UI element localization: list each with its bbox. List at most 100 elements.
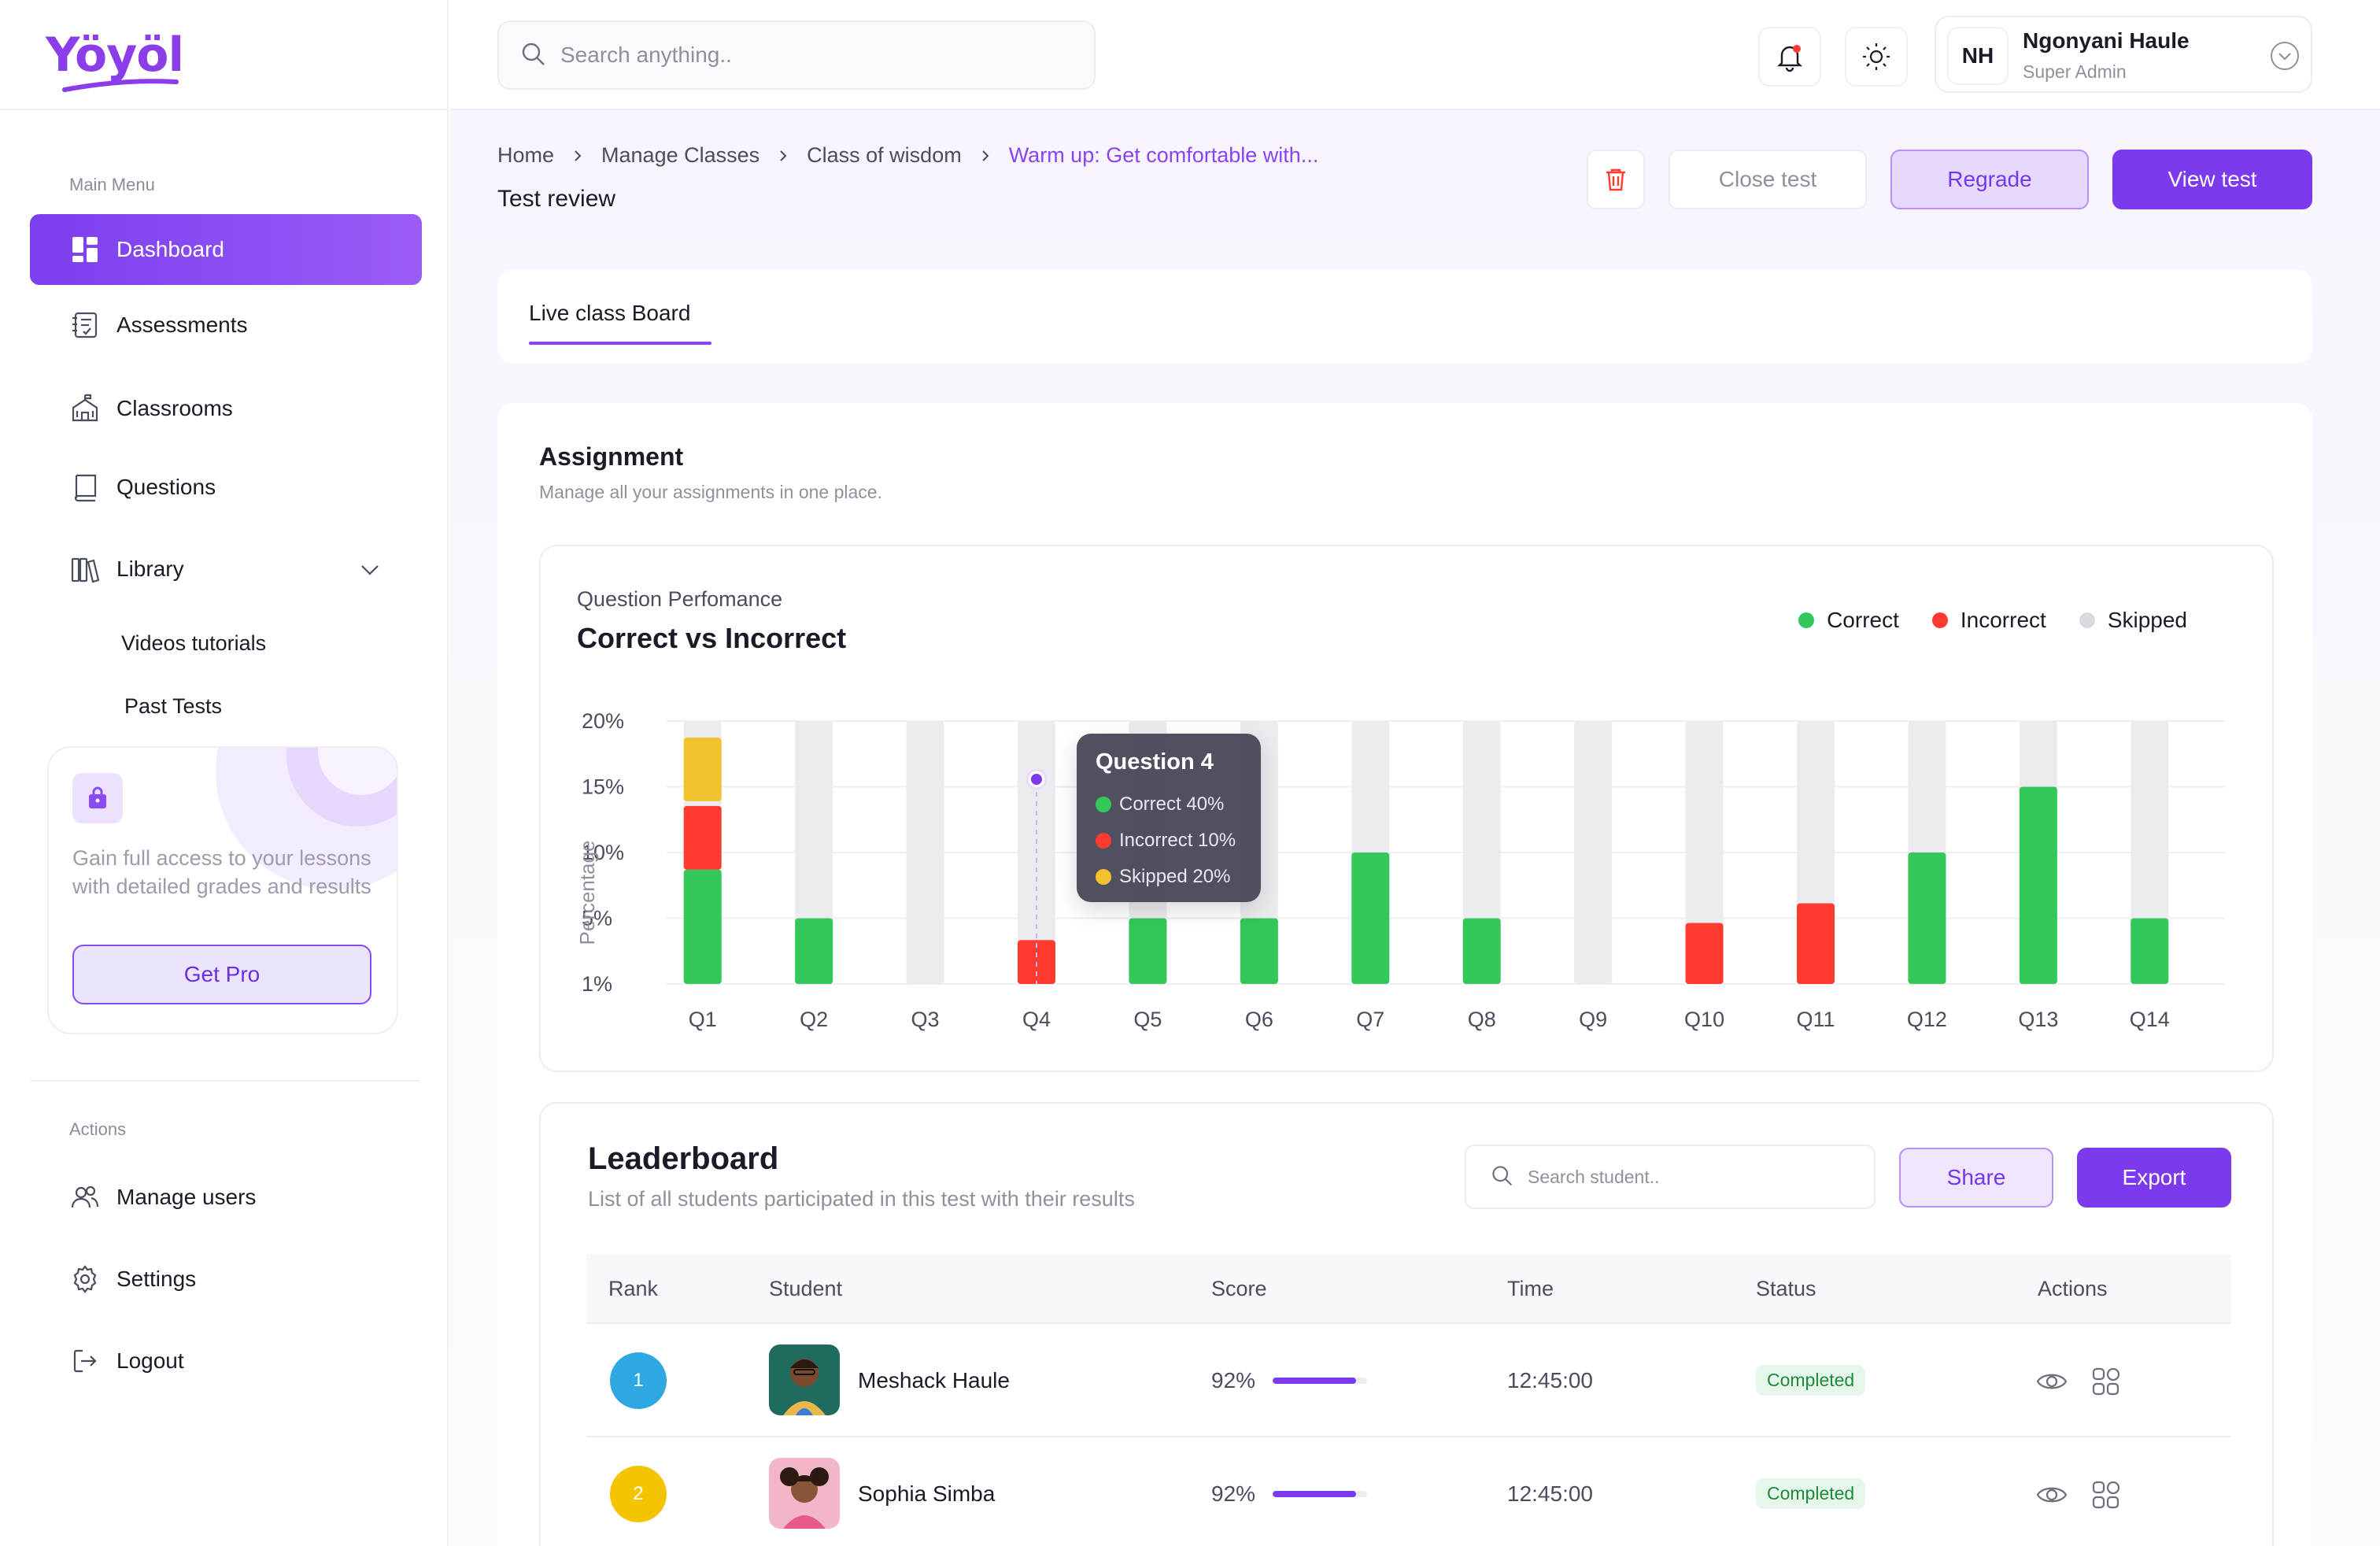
column-header: Score	[1211, 1277, 1267, 1300]
column-header: Student	[769, 1277, 843, 1300]
avatar	[769, 1458, 840, 1529]
sidebar-subitem-videos[interactable]: Videos tutorials	[121, 631, 267, 655]
breadcrumb-class[interactable]: Class of wisdom	[807, 143, 962, 167]
table-row[interactable]: 2 Sophia Simba 92% 12:45:00 Completed	[586, 1437, 2231, 1546]
apps-icon[interactable]	[2091, 1367, 2121, 1400]
breadcrumb-home[interactable]: Home	[497, 143, 555, 167]
user-menu[interactable]: NH Ngonyani Haule Super Admin	[1935, 16, 2312, 93]
questions-icon	[69, 472, 101, 503]
sidebar-item-logout[interactable]: Logout	[30, 1326, 422, 1396]
x-tick-label: Q7	[1356, 1008, 1384, 1031]
dashboard-icon	[69, 234, 101, 265]
bar-correct	[1908, 853, 1946, 984]
get-pro-button[interactable]: Get Pro	[72, 945, 371, 1004]
export-button[interactable]: Export	[2077, 1148, 2231, 1208]
bar-correct	[1351, 853, 1390, 984]
breadcrumb-current: Warm up: Get comfortable with...	[1008, 143, 1319, 167]
library-icon	[69, 553, 101, 585]
column-header: Status	[1756, 1277, 1816, 1300]
sidebar-item-assessments[interactable]: Assessments	[30, 290, 422, 361]
x-tick-label: Q6	[1245, 1008, 1273, 1031]
apps-icon[interactable]	[2091, 1480, 2121, 1514]
status-badge: Completed	[1756, 1478, 1866, 1509]
score-value: 92%	[1211, 1368, 1256, 1393]
score-progress-fill	[1273, 1378, 1356, 1384]
x-tick-label: Q2	[800, 1008, 828, 1031]
classrooms-icon	[69, 393, 101, 424]
eye-icon[interactable]	[2036, 1481, 2068, 1512]
users-icon	[69, 1182, 101, 1213]
legend-dot	[1798, 612, 1815, 628]
avatar: NH	[1947, 27, 2009, 85]
time-value: 12:45:00	[1507, 1481, 1593, 1506]
bar-correct	[795, 918, 833, 984]
tab-bar: Live class Board	[497, 269, 2312, 364]
avatar	[769, 1344, 840, 1415]
search-input[interactable]	[560, 43, 1064, 68]
x-tick-label: Q12	[1907, 1008, 1947, 1031]
legend-incorrect[interactable]: Incorrect	[1931, 608, 2046, 633]
breadcrumb: Home Manage Classes Class of wisdom Warm…	[497, 143, 1318, 168]
sidebar-item-manage-users[interactable]: Manage users	[30, 1162, 422, 1233]
y-tick-label: 5%	[582, 907, 612, 930]
sidebar-subitem-past-tests[interactable]: Past Tests	[124, 694, 223, 718]
breadcrumb-manage-classes[interactable]: Manage Classes	[601, 143, 760, 167]
tooltip-title: Question 4	[1096, 749, 1214, 775]
delete-button[interactable]	[1587, 150, 1645, 209]
actions-label: Actions	[69, 1119, 127, 1139]
bar-incorrect	[1685, 923, 1724, 984]
legend-label: Skipped	[2107, 608, 2187, 632]
x-tick-label: Q1	[689, 1008, 717, 1031]
student-search[interactable]	[1465, 1145, 1876, 1209]
eye-icon[interactable]	[2036, 1368, 2068, 1399]
bar-track	[1574, 721, 1613, 984]
table-row[interactable]: 1 Meshack Haule 92% 12:45:00 Completed	[586, 1324, 2231, 1437]
table-header: Rank Student Score Time Status Actions	[586, 1255, 2231, 1324]
legend-skipped[interactable]: Skipped	[2079, 608, 2187, 633]
global-search[interactable]	[497, 20, 1096, 90]
close-test-button[interactable]: Close test	[1669, 150, 1867, 209]
sidebar-item-label: Settings	[116, 1267, 197, 1291]
sidebar-item-classrooms[interactable]: Classrooms	[30, 373, 422, 444]
x-tick-label: Q14	[2130, 1008, 2170, 1031]
theme-toggle-button[interactable]	[1845, 27, 1908, 87]
rank-badge: 2	[610, 1466, 667, 1522]
x-tick-label: Q13	[2018, 1008, 2058, 1031]
y-tick-label: 10%	[582, 841, 624, 864]
y-tick-label: 15%	[582, 775, 624, 799]
search-icon	[519, 40, 546, 71]
bar-chart: 20% 15% 10% 5% 1% Percentage Q1 Q2 Q3 Q4 Q5 Q6 Q7 Q8 Q…	[575, 709, 2225, 1031]
student-name: Sophia Simba	[858, 1481, 996, 1506]
sidebar-item-label: Classrooms	[116, 396, 233, 420]
trash-icon	[1606, 168, 1625, 191]
bar-correct	[1462, 918, 1501, 984]
tab-active-indicator	[529, 342, 1237, 345]
tooltip-row-skipped: Skipped 20%	[1096, 859, 1242, 895]
tooltip-row-correct: Correct 40%	[1096, 786, 1242, 823]
sidebar: Yöyöl Main Menu Dashboard Assessments Cl…	[0, 0, 449, 1546]
share-button[interactable]: Share	[1899, 1148, 2053, 1208]
notifications-button[interactable]	[1758, 27, 1821, 87]
logo[interactable]: Yöyöl	[46, 27, 184, 98]
tooltip-row-incorrect: Incorrect 10%	[1096, 823, 1242, 859]
legend-label: Incorrect	[1960, 608, 2046, 632]
legend-correct[interactable]: Correct	[1798, 608, 1899, 633]
tab-live-class-board[interactable]: Live class Board	[529, 301, 691, 325]
user-role: Super Admin	[2023, 61, 2127, 82]
sidebar-item-settings[interactable]: Settings	[30, 1244, 422, 1315]
chevron-right-icon	[978, 148, 993, 164]
sidebar-item-dashboard[interactable]: Dashboard	[30, 214, 422, 285]
chart-legend: Correct Incorrect Skipped	[1765, 608, 2187, 633]
sidebar-item-questions[interactable]: Questions	[30, 452, 422, 523]
bar-track	[1685, 721, 1724, 984]
student-search-input[interactable]	[1528, 1166, 1858, 1188]
column-header: Actions	[2038, 1277, 2108, 1300]
bar-correct	[2019, 786, 2057, 984]
view-test-button[interactable]: View test	[2112, 150, 2312, 209]
leaderboard-subtitle: List of all students participated in thi…	[588, 1187, 1135, 1211]
sidebar-item-library[interactable]: Library	[30, 534, 422, 605]
sun-icon	[1863, 43, 1890, 70]
tooltip-value: Incorrect 10%	[1119, 830, 1236, 851]
x-tick-label: Q9	[1579, 1008, 1607, 1031]
regrade-button[interactable]: Regrade	[1890, 150, 2089, 209]
